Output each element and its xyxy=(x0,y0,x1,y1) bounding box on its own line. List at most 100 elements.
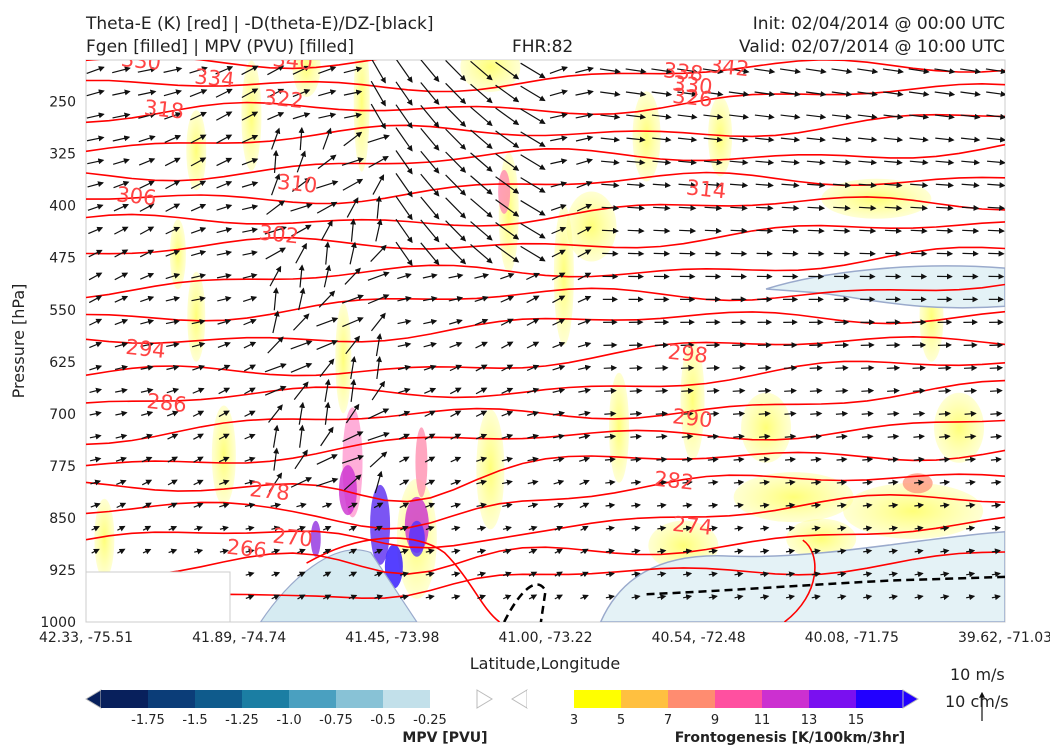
wind-vector xyxy=(270,173,281,196)
wind-vector xyxy=(398,387,411,394)
wind-vector xyxy=(576,203,593,212)
wind-vector xyxy=(626,159,646,166)
wind-vector xyxy=(420,196,440,220)
wind-vector xyxy=(779,68,802,75)
wind-vector xyxy=(887,410,900,417)
wind-vector xyxy=(193,479,204,486)
wind-vector xyxy=(939,456,951,463)
wind-vector xyxy=(502,548,512,555)
wind-vector xyxy=(760,594,770,601)
wind-vector xyxy=(985,68,1005,75)
wind-vector xyxy=(935,182,955,189)
mpv-colorbar-swatch xyxy=(242,690,290,708)
wind-vector xyxy=(755,182,774,189)
wind-vector xyxy=(298,287,306,311)
wind-vector xyxy=(652,182,671,189)
y-tick-label: 1000 xyxy=(40,615,76,631)
wind-vector xyxy=(395,218,413,244)
wind-vector xyxy=(350,218,357,242)
wind-vector xyxy=(475,364,488,372)
contour-label: 270 xyxy=(271,524,313,552)
frontogenesis-fill xyxy=(934,392,985,463)
wind-vector xyxy=(831,68,853,75)
wind-vector xyxy=(656,502,667,509)
wind-vector xyxy=(501,456,514,463)
wind-vector xyxy=(449,318,463,325)
wind-vector xyxy=(832,136,852,143)
wind-vector xyxy=(708,502,719,509)
wind-vector xyxy=(167,502,178,509)
wind-vector xyxy=(678,204,697,211)
wind-vector xyxy=(554,594,563,601)
wind-vector xyxy=(90,456,102,463)
wind-vector xyxy=(420,82,440,105)
wind-vector xyxy=(241,65,259,76)
wind-vector xyxy=(553,479,565,486)
wind-vector xyxy=(445,220,467,242)
wind-vector xyxy=(861,433,874,440)
wind-vector xyxy=(86,89,105,97)
wind-vector xyxy=(89,364,103,371)
wind-vector xyxy=(166,410,179,417)
wind-vector xyxy=(520,108,546,125)
wind-vector xyxy=(141,433,153,440)
wind-vector xyxy=(470,152,493,172)
wind-vector xyxy=(707,433,720,440)
wind-vector xyxy=(627,182,646,189)
wind-vector xyxy=(298,126,305,151)
wind-vector xyxy=(552,410,566,417)
wind-vector xyxy=(781,159,800,166)
fgen-colorbar-swatch xyxy=(527,690,575,708)
wind-vector xyxy=(192,387,205,394)
wind-vector xyxy=(271,127,281,150)
wind-vector xyxy=(520,62,546,79)
wind-vector xyxy=(139,226,155,235)
wind-vector xyxy=(703,159,723,166)
wind-vector xyxy=(139,249,155,258)
wind-vector xyxy=(989,365,1004,371)
wind-vector xyxy=(805,90,827,97)
y-tick-label: 475 xyxy=(49,251,76,267)
wind-vector xyxy=(527,479,539,486)
fgen-colorbar-tick-label: 7 xyxy=(664,713,672,728)
wind-vector xyxy=(577,272,592,281)
wind-vector xyxy=(652,136,672,143)
contour-label: 330 xyxy=(120,47,162,75)
contour-label: 326 xyxy=(671,84,713,112)
wind-vector xyxy=(241,158,259,166)
wind-vector xyxy=(527,502,539,509)
terrain-mask xyxy=(85,571,231,623)
wind-vector xyxy=(883,136,904,143)
wind-vector xyxy=(940,525,950,532)
wind-vector xyxy=(809,387,823,394)
frontogenesis-fill xyxy=(741,392,792,463)
mpv-negative-fill-low xyxy=(259,549,418,622)
wind-vector xyxy=(341,157,365,166)
contour-label: 274 xyxy=(671,512,713,540)
wind-vector xyxy=(324,241,331,265)
wind-vector xyxy=(271,548,281,555)
wind-vector xyxy=(244,433,256,440)
wind-vector xyxy=(858,204,877,211)
fgen-colorbar-swatch xyxy=(809,690,857,708)
mpv-colorbar-extend-left xyxy=(85,689,102,709)
wind-vector xyxy=(630,433,642,440)
wind-vector xyxy=(784,387,797,394)
wind-vector xyxy=(397,318,412,325)
contour-label: 306 xyxy=(115,182,157,210)
wind-vector xyxy=(578,456,591,463)
wind-vector xyxy=(395,127,413,152)
wind-vector xyxy=(343,66,363,74)
wind-vector xyxy=(577,226,592,235)
wind-vector xyxy=(577,295,592,303)
wind-vector xyxy=(216,227,233,234)
wind-vector xyxy=(86,135,105,142)
wind-vector xyxy=(474,273,490,279)
wind-vector xyxy=(217,341,231,348)
wind-vector xyxy=(728,68,750,75)
fgen-colorbar-extend-left xyxy=(511,689,528,709)
wind-vector xyxy=(350,356,357,380)
wind-vector xyxy=(549,89,568,97)
wind-vector xyxy=(755,159,775,166)
wind-vector xyxy=(242,250,258,257)
